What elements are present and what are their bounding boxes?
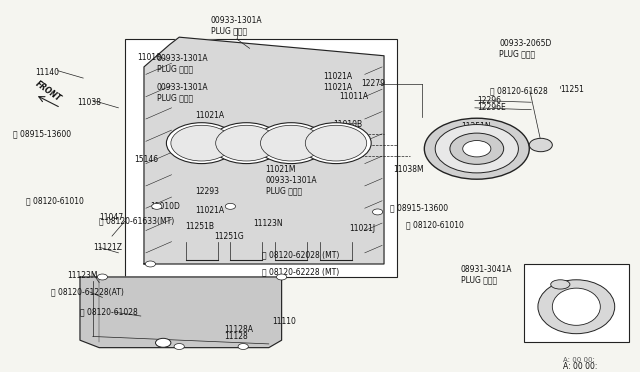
Text: 12296: 12296 — [477, 96, 501, 105]
Text: Ⓑ 08120-61028: Ⓑ 08120-61028 — [80, 308, 138, 317]
Circle shape — [276, 274, 287, 280]
Circle shape — [305, 125, 367, 161]
Text: 11251G: 11251G — [214, 232, 244, 241]
Text: 11021J: 11021J — [349, 224, 375, 233]
Circle shape — [256, 123, 326, 164]
Text: 11128A: 11128A — [224, 324, 253, 334]
Text: Ⓟ 08915-13600: Ⓟ 08915-13600 — [13, 129, 71, 138]
Text: Ⓑ 08120-61010: Ⓑ 08120-61010 — [406, 221, 464, 230]
Text: 11251B: 11251B — [186, 222, 214, 231]
Text: 11251N: 11251N — [461, 122, 490, 131]
Circle shape — [463, 141, 491, 157]
Text: Ⓑ 08120-62228 (MT): Ⓑ 08120-62228 (MT) — [262, 267, 340, 276]
Text: 15146: 15146 — [134, 155, 159, 164]
Circle shape — [372, 209, 383, 215]
Circle shape — [225, 203, 236, 209]
Text: 11123M: 11123M — [67, 270, 98, 280]
Text: Ⓑ 08120-61010: Ⓑ 08120-61010 — [26, 196, 83, 205]
Text: 11140: 11140 — [35, 68, 60, 77]
Polygon shape — [144, 37, 384, 264]
Circle shape — [301, 123, 371, 164]
Circle shape — [152, 203, 162, 209]
Text: 11021M: 11021M — [266, 165, 296, 174]
Text: A: 00 00:: A: 00 00: — [563, 356, 595, 362]
Text: 11251: 11251 — [560, 85, 584, 94]
Circle shape — [145, 261, 156, 267]
Text: Ⓑ 08120-61228(AT): Ⓑ 08120-61228(AT) — [51, 287, 124, 296]
Text: 11021A: 11021A — [195, 206, 225, 215]
Text: 11021A: 11021A — [323, 72, 353, 81]
Text: 11123N: 11123N — [253, 219, 282, 228]
Text: 12279: 12279 — [362, 79, 385, 88]
Text: Ⓑ 08120-61628: Ⓑ 08120-61628 — [490, 87, 547, 96]
Text: 11010: 11010 — [138, 53, 161, 62]
Circle shape — [450, 133, 504, 164]
Text: 11038M: 11038M — [394, 165, 424, 174]
Circle shape — [211, 123, 282, 164]
Text: Ⓑ 08120-62028 (MT): Ⓑ 08120-62028 (MT) — [262, 250, 340, 259]
Text: 11021A: 11021A — [195, 111, 225, 120]
Text: 11121Z: 11121Z — [93, 243, 122, 252]
Text: 11038: 11038 — [77, 98, 101, 107]
Text: 11047: 11047 — [99, 213, 124, 222]
Text: 11010B: 11010B — [333, 120, 362, 129]
Text: 11010D: 11010D — [150, 202, 180, 211]
Text: 11011A: 11011A — [339, 92, 369, 101]
Ellipse shape — [538, 280, 614, 334]
Ellipse shape — [550, 280, 570, 289]
Text: A: 00 00:: A: 00 00: — [563, 362, 598, 371]
Text: 00933-1301A
PLUG プラグ: 00933-1301A PLUG プラグ — [211, 16, 262, 36]
Text: FRONT: FRONT — [33, 79, 63, 103]
Text: 11128: 11128 — [224, 332, 248, 341]
Circle shape — [529, 138, 552, 152]
Text: 00933-2065D
PLUG プラグ: 00933-2065D PLUG プラグ — [499, 39, 552, 58]
Text: 12296E: 12296E — [477, 103, 506, 112]
Circle shape — [238, 343, 248, 349]
Text: 00933-1301A
PLUG プラグ: 00933-1301A PLUG プラグ — [266, 176, 317, 196]
Circle shape — [435, 125, 518, 173]
Circle shape — [216, 125, 277, 161]
Bar — [524, 264, 629, 342]
Circle shape — [260, 125, 322, 161]
Text: 11110: 11110 — [272, 317, 296, 326]
Circle shape — [424, 118, 529, 179]
Circle shape — [171, 125, 232, 161]
Text: 00933-1301A
PLUG プラグ: 00933-1301A PLUG プラグ — [157, 54, 209, 73]
Bar — [125, 39, 397, 277]
Text: AT: AT — [556, 276, 564, 285]
Ellipse shape — [552, 288, 600, 326]
Text: Ⓑ 08120-61633(MT): Ⓑ 08120-61633(MT) — [99, 217, 175, 226]
Circle shape — [174, 343, 184, 349]
Text: 08931-3041A
PLUG プラグ: 08931-3041A PLUG プラグ — [461, 266, 512, 285]
Text: Ⓟ 08915-13600: Ⓟ 08915-13600 — [390, 204, 449, 213]
Text: 11251: 11251 — [529, 332, 553, 341]
Circle shape — [97, 274, 108, 280]
Circle shape — [156, 339, 171, 347]
Circle shape — [166, 123, 237, 164]
Polygon shape — [80, 277, 282, 347]
Text: 00933-1301A
PLUG プラグ: 00933-1301A PLUG プラグ — [157, 83, 209, 103]
Text: 12293: 12293 — [195, 187, 219, 196]
Text: 11021A: 11021A — [323, 83, 353, 92]
